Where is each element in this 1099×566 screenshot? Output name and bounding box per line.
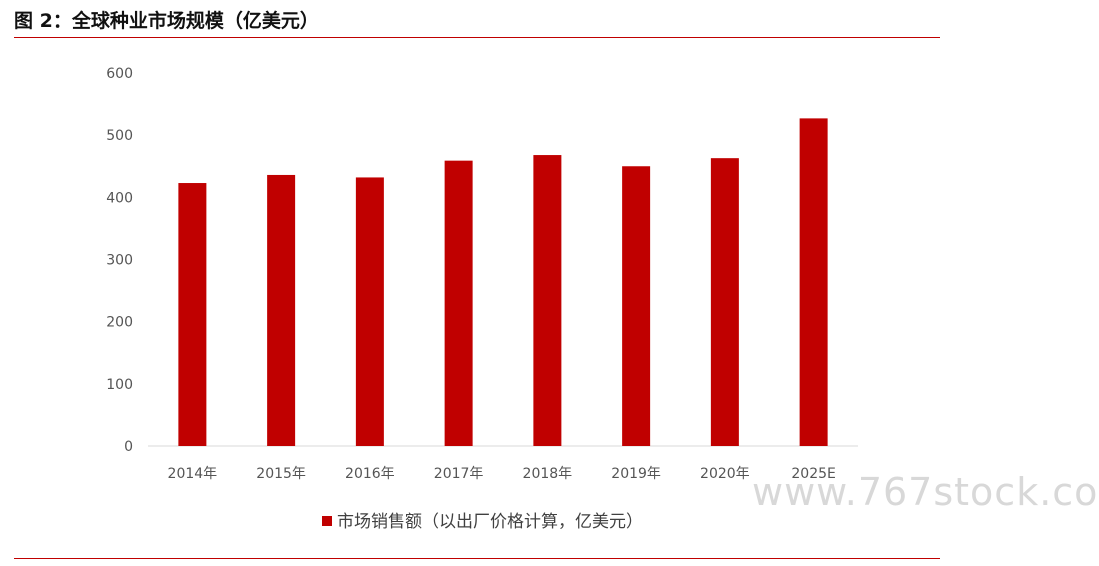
y-tick-label: 400 bbox=[106, 190, 133, 206]
legend-swatch bbox=[322, 516, 332, 526]
y-tick-label: 200 bbox=[106, 315, 133, 331]
y-tick-label: 100 bbox=[106, 377, 133, 393]
bar-2025E bbox=[799, 118, 828, 447]
legend-label: 市场销售额（以出厂价格计算，亿美元） bbox=[337, 512, 643, 532]
legend: 市场销售额（以出厂价格计算，亿美元） bbox=[322, 512, 643, 532]
y-axis-ticks: 0 100 200 300 400 500 600 bbox=[106, 66, 133, 455]
x-axis-ticks: 2014年 2015年 2016年 2017年 2018年 2019年 2020年 2025E bbox=[168, 466, 836, 482]
bar-2017年 bbox=[444, 160, 473, 446]
figure-title: 图 2：全球种业市场规模（亿美元） bbox=[14, 10, 319, 32]
bottom-rule bbox=[14, 558, 940, 559]
y-tick-label: 500 bbox=[106, 128, 133, 144]
y-tick-label: 0 bbox=[124, 439, 133, 455]
y-tick-label: 300 bbox=[106, 253, 133, 269]
x-tick-label: 2018年 bbox=[523, 466, 573, 482]
bar-2019年 bbox=[622, 166, 651, 446]
x-tick-label: 2019年 bbox=[611, 466, 661, 482]
top-rule bbox=[14, 37, 940, 38]
bar-2018年 bbox=[533, 155, 562, 446]
x-tick-label: 2016年 bbox=[345, 466, 395, 482]
x-tick-label: 2014年 bbox=[168, 466, 218, 482]
x-tick-label: 2015年 bbox=[256, 466, 306, 482]
x-tick-label: 2017年 bbox=[434, 466, 484, 482]
bar-2016年 bbox=[355, 177, 384, 446]
watermark: www.767stock.com bbox=[752, 470, 1099, 514]
bars bbox=[178, 118, 828, 447]
bar-2020年 bbox=[710, 158, 739, 446]
y-tick-label: 600 bbox=[106, 66, 133, 82]
bar-2014年 bbox=[178, 183, 207, 446]
x-tick-label: 2025E bbox=[791, 466, 835, 482]
bar-2015年 bbox=[267, 174, 296, 446]
x-tick-label: 2020年 bbox=[700, 466, 750, 482]
